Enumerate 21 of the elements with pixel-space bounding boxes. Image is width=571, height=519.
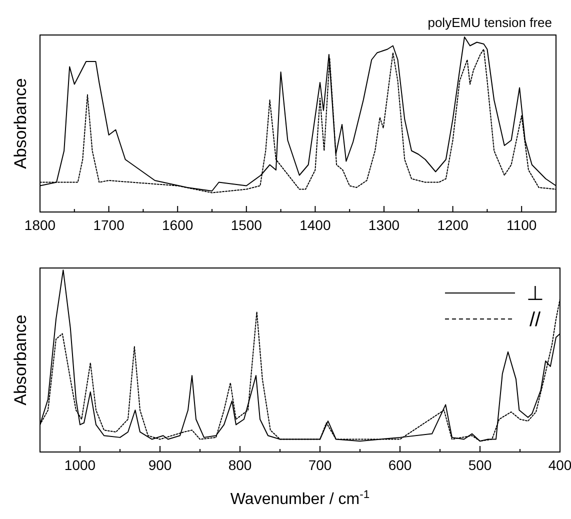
y-axis-title: Absorbance: [11, 78, 30, 169]
legend-label: //: [529, 309, 541, 331]
x-tick-label: 1100: [506, 217, 537, 233]
x-tick-label: 1300: [368, 217, 400, 233]
x-tick-label: 800: [228, 457, 252, 473]
x-tick-label: 1400: [300, 217, 331, 233]
x-tick-label: 1600: [162, 217, 194, 233]
chart-title: polyEMU tension free: [428, 15, 552, 30]
x-tick-label: 1800: [24, 217, 56, 233]
x-tick-label: 1000: [64, 457, 96, 473]
x-tick-label: 1500: [230, 217, 262, 233]
x-tick-label: 900: [148, 457, 172, 473]
legend-label: ⊥: [526, 283, 544, 305]
x-tick-label: 400: [548, 457, 571, 473]
x-tick-label: 1700: [93, 217, 125, 233]
x-tick-label: 700: [308, 457, 332, 473]
x-tick-label: 1200: [437, 217, 469, 233]
x-tick-label: 500: [468, 457, 492, 473]
x-tick-label: 600: [388, 457, 412, 473]
y-axis-title: Absorbance: [11, 314, 30, 406]
x-axis-title: Wavenumber / cm$^{-1}$: [230, 489, 370, 508]
